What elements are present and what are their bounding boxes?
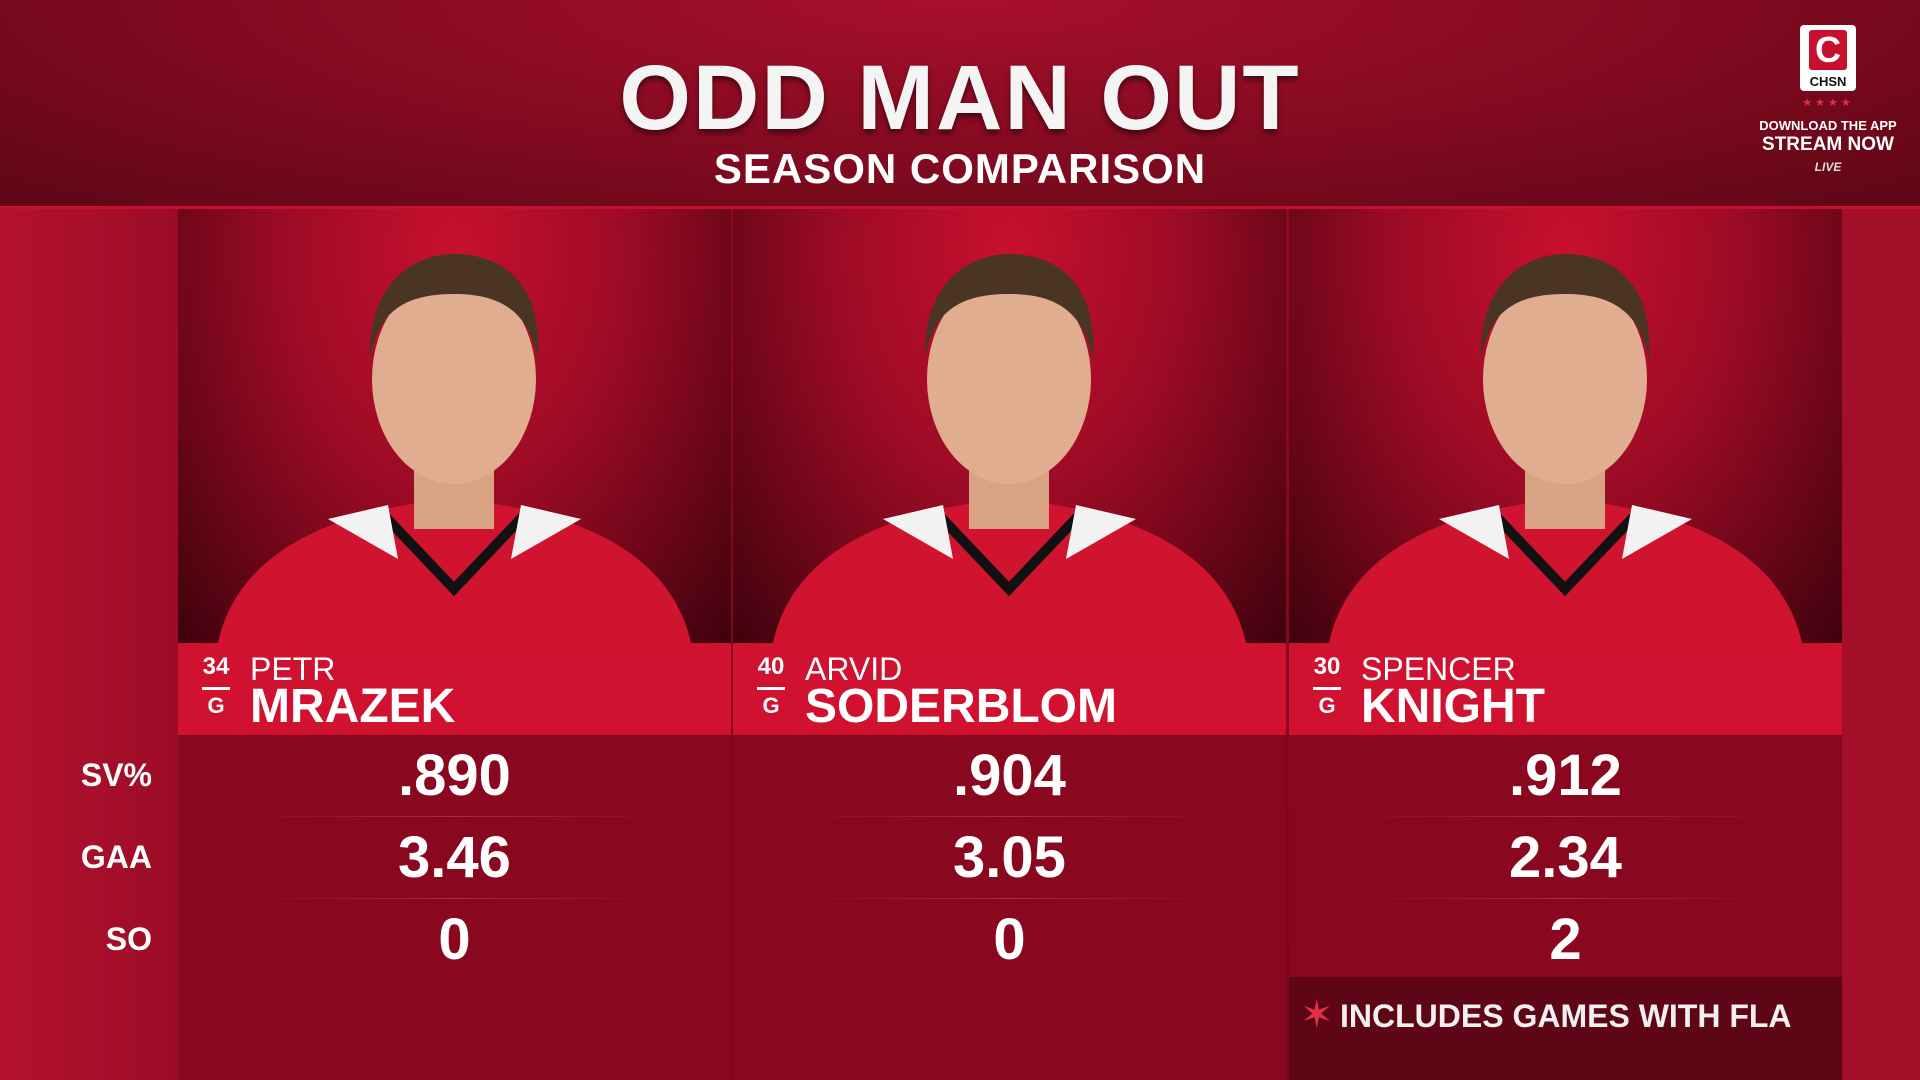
row-label: GAA — [80, 839, 152, 875]
first-name: SPENCER — [1361, 651, 1516, 687]
hair — [924, 254, 1094, 359]
footnote-box — [1289, 977, 1842, 1080]
stat-value: .890 — [398, 743, 511, 808]
first-name: PETR — [250, 651, 336, 687]
promo-line: DOWNLOAD THE APP — [1759, 118, 1897, 133]
player-photo — [178, 209, 731, 643]
header — [0, 0, 1920, 209]
position: G — [762, 693, 780, 718]
stat-value: 3.46 — [398, 825, 511, 890]
row-separator — [248, 898, 661, 899]
face — [927, 274, 1091, 484]
stat-value: 2.34 — [1509, 825, 1622, 890]
side-strip — [1842, 209, 1920, 1080]
row-separator — [1359, 898, 1772, 899]
jersey — [1329, 499, 1802, 643]
first-name: ARVID — [805, 651, 903, 687]
stat-value: 3.05 — [953, 825, 1066, 890]
jersey — [773, 499, 1246, 643]
promo-line: STREAM NOW — [1762, 134, 1894, 155]
row-separator — [248, 816, 661, 817]
label-column — [0, 209, 178, 1080]
hair — [1480, 254, 1650, 359]
photo-silhouette — [218, 254, 691, 643]
stripe — [328, 505, 581, 559]
last-name: SODERBLOM — [805, 680, 1117, 733]
position: G — [1318, 693, 1336, 718]
collar — [929, 505, 1089, 597]
name-bar: 30 G SPENCER KNIGHT — [1289, 643, 1842, 735]
logo-mark: C — [1809, 30, 1847, 70]
player-photo — [1289, 209, 1842, 643]
hair — [369, 254, 539, 359]
photo-silhouette — [773, 254, 1246, 643]
logo-text: CHSN — [1809, 74, 1847, 89]
stat-value: 0 — [438, 907, 471, 972]
player-column: 34 G PETR MRAZEK .890 3.46 0 — [178, 209, 731, 1080]
position: G — [207, 693, 225, 718]
row-label: SV% — [80, 757, 152, 793]
stat-value: 2 — [1549, 907, 1582, 972]
face — [372, 274, 536, 484]
number-divider — [1313, 687, 1341, 690]
collar — [1485, 505, 1645, 597]
stat-value: .912 — [1509, 743, 1622, 808]
jersey-number: 34 — [202, 653, 230, 680]
name-bar: 34 G PETR MRAZEK — [178, 643, 731, 735]
footnote: INCLUDES GAMES WITH FLA — [1340, 998, 1792, 1034]
jersey-number: 40 — [757, 653, 785, 680]
row-label: SO — [105, 921, 152, 957]
number-divider — [757, 687, 785, 690]
collar — [374, 505, 534, 597]
stat-value: 0 — [993, 907, 1026, 972]
player-column: 30 G SPENCER KNIGHT .912 2.34 2 — [1289, 209, 1842, 1080]
jersey-number: 30 — [1313, 653, 1341, 680]
stripe — [1439, 505, 1692, 559]
row-separator — [1359, 816, 1772, 817]
face — [1483, 274, 1647, 484]
last-name: KNIGHT — [1361, 680, 1545, 733]
number-divider — [202, 687, 230, 690]
player-photo — [733, 209, 1286, 643]
player-column: 40 G ARVID SODERBLOM .904 3.05 0 — [733, 209, 1286, 1080]
row-separator — [803, 816, 1216, 817]
row-separator — [803, 898, 1216, 899]
title: ODD MAN OUT — [619, 47, 1301, 149]
last-name: MRAZEK — [250, 680, 456, 733]
logo-stars: ★★★★ — [1802, 97, 1854, 109]
subtitle: SEASON COMPARISON — [713, 145, 1207, 192]
name-bar: 40 G ARVID SODERBLOM — [733, 643, 1286, 735]
stripe — [883, 505, 1136, 559]
promo-line: LIVE — [1814, 160, 1842, 174]
jersey — [218, 499, 691, 643]
footnote-star: ✶ — [1300, 993, 1334, 1037]
photo-silhouette — [1329, 254, 1802, 643]
stat-value: .904 — [953, 743, 1066, 808]
